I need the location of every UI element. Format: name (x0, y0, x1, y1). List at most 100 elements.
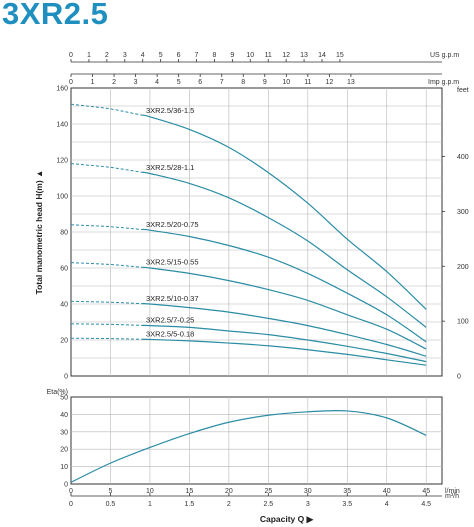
m3h-tick-label: 1 (148, 501, 152, 508)
head-y-tick-label: 0 (64, 374, 68, 381)
curve-label: 3XR2.5/10-0.37 (146, 294, 199, 303)
lmin-tick-label: 25 (264, 488, 272, 495)
head-y-axis-title: Total manometric head H(m) ▲ (34, 170, 44, 295)
head-curve-dashed (70, 224, 143, 230)
head-y-tick-label: 20 (60, 338, 68, 345)
eta-y-tick-label: 30 (60, 429, 68, 436)
us-gpm-tick-label: 12 (282, 52, 290, 59)
imp-gpm-tick-label: 13 (347, 79, 355, 86)
head-curve-dashed (70, 262, 143, 268)
head-curve (142, 302, 427, 357)
m3h-tick-label: 0.5 (106, 501, 116, 508)
imp-gpm-tick-label: 0 (69, 79, 73, 86)
us-gpm-tick-label: 1 (87, 52, 91, 59)
lmin-tick-label: 20 (225, 488, 233, 495)
head-y-tick-label: 120 (56, 158, 68, 165)
us-gpm-tick-label: 2 (105, 52, 109, 59)
eta-y-tick-label: 10 (60, 464, 68, 471)
imp-gpm-tick-label: 12 (325, 79, 333, 86)
us-gpm-tick-label: 7 (195, 52, 199, 59)
head-curve (142, 338, 427, 366)
head-curve (141, 171, 427, 328)
head-curve-dashed (70, 300, 143, 305)
lmin-tick-label: 45 (422, 488, 430, 495)
head-curve-dashed (70, 323, 143, 326)
imp-gpm-tick-label: 5 (177, 79, 181, 86)
eta-plot-frame (70, 396, 443, 485)
us-gpm-tick-label: 4 (141, 52, 145, 59)
imp-gpm-tick-label: 6 (198, 79, 202, 86)
curve-label: 3XR2.5/36-1.5 (146, 106, 194, 115)
head-curve-dashed (70, 103, 143, 116)
feet-tick-label: 100 (457, 319, 469, 326)
m3h-tick-label: 4.5 (421, 501, 431, 508)
head-chart-area: 0204060801001201401600100200300400feetTo… (34, 52, 469, 381)
imp-gpm-tick-label: 1 (91, 79, 95, 86)
head-curve (141, 266, 427, 350)
m3h-tick-label: 2 (227, 501, 231, 508)
eta-y-tick-label: 40 (60, 412, 68, 419)
imp-gpm-tick-label: 9 (263, 79, 267, 86)
m3h-tick-label: 3.5 (342, 501, 352, 508)
us-gpm-tick-label: 15 (336, 52, 344, 59)
head-curve-dashed (70, 337, 143, 340)
head-curve (141, 228, 427, 343)
feet-tick-label: 200 (457, 264, 469, 271)
lmin-tick-label: 10 (146, 488, 154, 495)
us-gpm-tick-label: 14 (318, 52, 326, 59)
page-title: 3XR2.5 (2, 0, 109, 31)
lmin-tick-label: 40 (383, 488, 391, 495)
us-gpm-tick-label: 13 (300, 52, 308, 59)
lmin-tick-label: 5 (109, 488, 113, 495)
m3h-tick-label: 1.5 (185, 501, 195, 508)
m3h-tick-label: 4 (385, 501, 389, 508)
m3h-tick-label: 2.5 (263, 501, 273, 508)
imp-gpm-tick-label: 8 (241, 79, 245, 86)
curve-label: 3XR2.5/20-0.75 (146, 220, 199, 229)
feet-tick-label: 400 (457, 154, 469, 161)
feet-tick-label: 0 (457, 374, 461, 381)
imp-gpm-unit-label: Imp g.p.m (428, 79, 459, 86)
head-y-tick-label: 80 (60, 230, 68, 237)
feet-unit-label: feet (457, 87, 469, 94)
us-gpm-tick-label: 11 (265, 52, 272, 59)
eta-y-tick-label: 0 (64, 482, 68, 489)
us-gpm-tick-label: 0 (69, 52, 73, 59)
lmin-tick-label: 15 (186, 488, 194, 495)
curve-label: 3XR2.5/7-0.25 (146, 315, 194, 324)
lmin-tick-label: 0 (69, 488, 73, 495)
imp-gpm-tick-label: 4 (155, 79, 159, 86)
imp-gpm-tick-label: 3 (134, 79, 138, 86)
imp-gpm-tick-label: 7 (220, 79, 224, 86)
capacity-axis-title: Capacity Q ▶ (260, 514, 315, 524)
curve-label: 3XR2.5/28-1.1 (146, 163, 194, 172)
head-y-tick-label: 40 (60, 302, 68, 309)
m3h-tick-label: 3 (306, 501, 310, 508)
eta-curve (70, 409, 427, 483)
head-y-tick-label: 140 (56, 122, 68, 129)
curve-label: 3XR2.5/15-0.55 (146, 258, 199, 267)
us-gpm-tick-label: 8 (212, 52, 216, 59)
lmin-tick-label: 35 (343, 488, 351, 495)
lmin-tick-label: 30 (304, 488, 312, 495)
feet-tick-label: 300 (457, 209, 469, 216)
imp-gpm-tick-label: 2 (112, 79, 116, 86)
us-gpm-tick-label: 9 (230, 52, 234, 59)
imp-gpm-tick-label: 11 (304, 79, 311, 86)
eta-y-tick-label: 50 (60, 395, 68, 402)
us-gpm-tick-label: 10 (246, 52, 254, 59)
head-curve (142, 324, 427, 363)
m3h-unit-label: m³/h (445, 493, 459, 500)
curve-label: 3XR2.5/5-0.18 (146, 329, 194, 338)
us-gpm-unit-label: US g.p.m (430, 52, 459, 59)
us-gpm-tick-label: 3 (123, 52, 127, 59)
us-gpm-tick-label: 6 (177, 52, 181, 59)
eta-y-tick-label: 20 (60, 447, 68, 454)
head-y-tick-label: 60 (60, 266, 68, 273)
head-curve (141, 114, 427, 310)
imp-gpm-tick-label: 10 (282, 79, 290, 86)
m3h-tick-label: 0 (69, 501, 73, 508)
lmin-unit-label: l/min (445, 488, 460, 495)
